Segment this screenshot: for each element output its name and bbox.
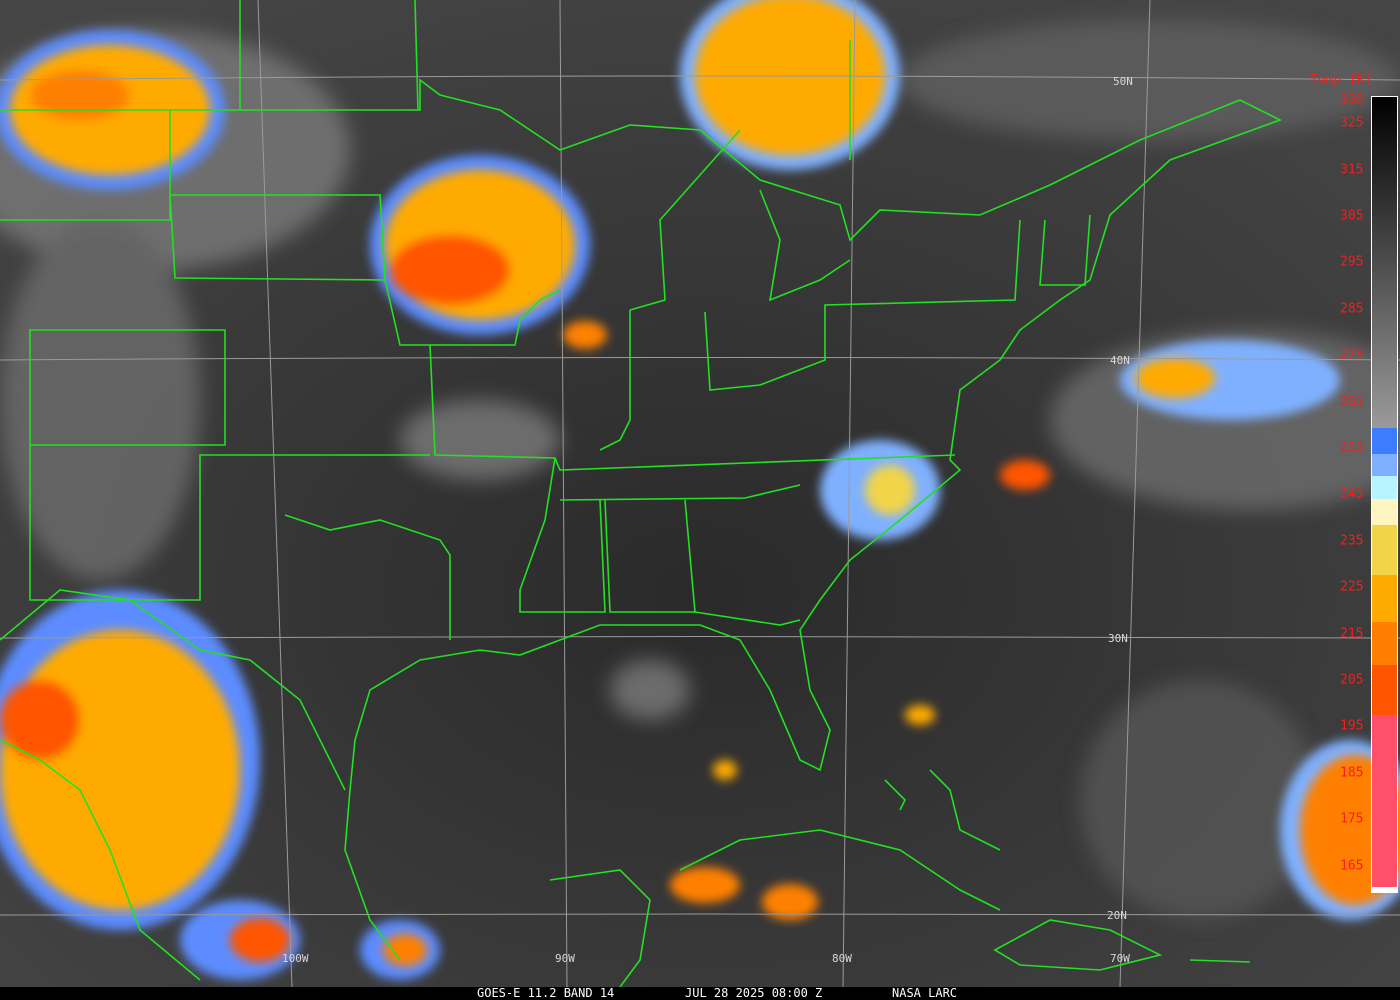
colorbar-tick-label: 205 [1340,672,1364,688]
caption-satellite: GOES-E 11.2 BAND 14 [477,986,615,1000]
colorbar-segment [1372,664,1397,715]
colorbar-tick-label: 305 [1340,208,1364,224]
longitude-label: 90W [555,952,575,965]
colorbar-tick-label: 225 [1340,579,1364,595]
colorbar-segment [1372,475,1397,500]
colorbar-tick-label: 295 [1340,254,1364,270]
longitude-label: 80W [832,952,852,965]
colorbar-tick-label: 175 [1340,811,1364,827]
colorbar-segment [1372,499,1397,526]
colorbar-segment [1372,622,1397,665]
colorbar-tick-label: 265 [1340,394,1364,410]
longitude-label: 70W [1110,952,1130,965]
colorbar-tick-label: 195 [1340,718,1364,734]
colorbar-tick-label: 275 [1340,347,1364,363]
cloud-tops [0,0,1400,966]
colorbar-tick-label: 215 [1340,626,1364,642]
colorbar-tick-label: 285 [1340,301,1364,317]
colorbar-segment [1372,454,1397,476]
colorbar-segment [1372,574,1397,623]
image-caption: GOES-E 11.2 BAND 14 JUL 28 2025 08:00 Z … [0,987,1400,1000]
colorbar-tick-label: 330 [1340,92,1364,108]
colorbar-segment [1372,525,1397,575]
longitude-label: 100W [282,952,309,965]
colorbar-tick-label: 325 [1340,115,1364,131]
colorbar-tick-label: 235 [1340,533,1364,549]
colorbar-title: Temp [K] [1310,73,1373,88]
latitude-label: 30N [1108,632,1128,645]
colorbar-segment [1372,97,1397,429]
colorbar-tick-label: 315 [1340,162,1364,178]
colorbar-tick-label: 255 [1340,440,1364,456]
latitude-label: 50N [1113,75,1133,88]
caption-source: NASA LARC [892,986,958,1000]
colorbar-tick-label: 185 [1340,765,1364,781]
colorbar-segment [1372,428,1397,455]
colorbar-tick-label: 245 [1340,486,1364,502]
colorbar-tick-label: 165 [1340,858,1364,874]
political-borders [0,0,1283,987]
temperature-colorbar [1371,96,1398,893]
latitude-label: 40N [1110,354,1130,367]
latitude-label: 20N [1107,909,1127,922]
colorbar-segment [1372,887,1397,892]
colorbar-segment [1372,714,1397,888]
caption-datetime: JUL 28 2025 08:00 Z [685,986,823,1000]
